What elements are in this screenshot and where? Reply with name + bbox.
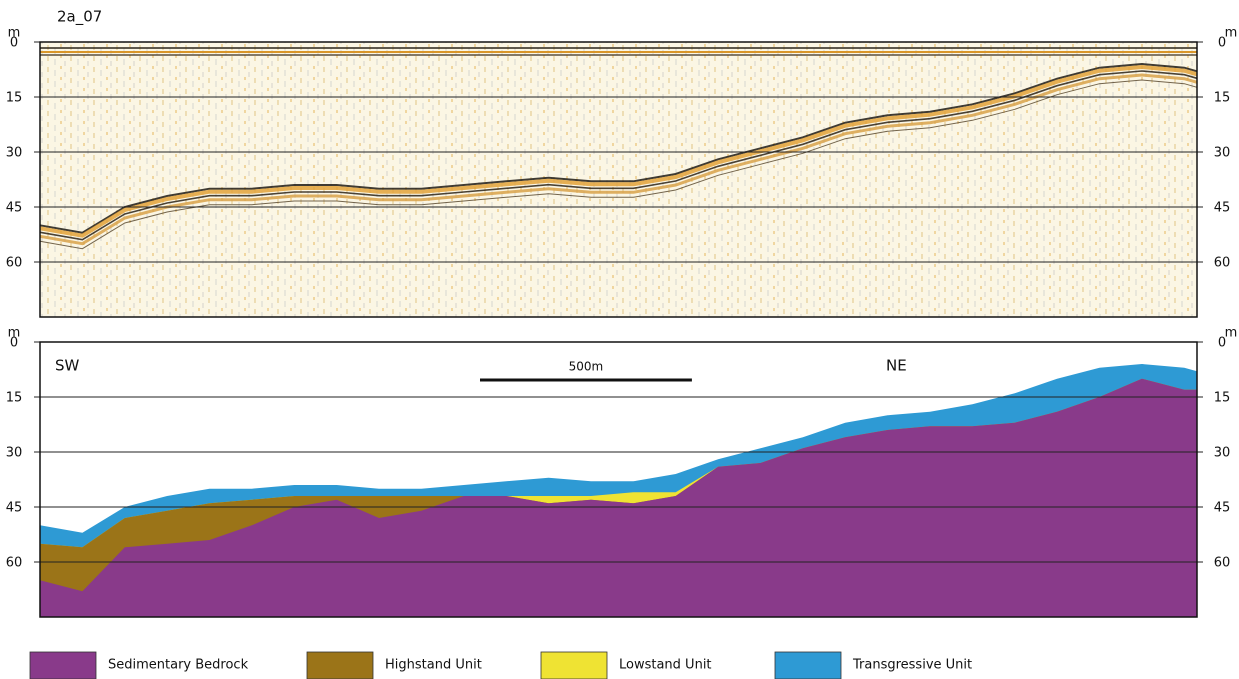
y-tick-label: 45	[1214, 201, 1231, 216]
y-tick-label: 15	[6, 91, 23, 106]
legend-swatch	[307, 652, 373, 679]
y-tick-label: 15	[1214, 91, 1231, 106]
direction-label: NE	[886, 357, 907, 375]
y-axis-unit: m	[1225, 326, 1238, 341]
y-tick-label: 60	[6, 256, 23, 271]
legend-item: Sedimentary Bedrock	[30, 652, 249, 679]
y-tick-label: 60	[1214, 556, 1231, 571]
y-tick-label: 30	[1214, 446, 1231, 461]
legend-swatch	[30, 652, 96, 679]
legend-item: Highstand Unit	[307, 652, 482, 679]
y-axis-unit: m	[1225, 26, 1238, 41]
y-tick-label: 0	[10, 36, 18, 51]
legend-label: Sedimentary Bedrock	[108, 658, 249, 673]
figure: 2a_07 m m m m 00151530304545606000151530…	[0, 0, 1239, 679]
legend-label: Highstand Unit	[385, 658, 482, 673]
body: 2a_07 m m m m 00151530304545606000151530…	[0, 0, 1239, 679]
y-tick-label: 30	[6, 146, 23, 161]
y-tick-label: 45	[1214, 501, 1231, 516]
y-tick-label: 45	[6, 201, 23, 216]
legend-label: Transgressive Unit	[852, 658, 972, 673]
scale-bar-label: 500m	[569, 360, 604, 374]
legend-item: Lowstand Unit	[541, 652, 712, 679]
legend-label: Lowstand Unit	[619, 658, 712, 673]
legend-swatch	[541, 652, 607, 679]
y-tick-label: 0	[1218, 36, 1226, 51]
seismic-background	[40, 42, 1197, 317]
legend-item: Transgressive Unit	[775, 652, 972, 679]
y-tick-label: 0	[10, 336, 18, 351]
y-tick-label: 60	[6, 556, 23, 571]
y-tick-label: 60	[1214, 256, 1231, 271]
y-tick-label: 30	[1214, 146, 1231, 161]
y-tick-label: 0	[1218, 336, 1226, 351]
direction-label: SW	[55, 357, 80, 375]
y-tick-label: 30	[6, 446, 23, 461]
legend-swatch	[775, 652, 841, 679]
y-tick-label: 15	[6, 391, 23, 406]
y-tick-label: 15	[1214, 391, 1231, 406]
page: Seismic profile {"chart_data": [ {"type"…	[0, 0, 1239, 679]
chart-title: 2a_07	[57, 8, 102, 27]
y-tick-label: 45	[6, 501, 23, 516]
